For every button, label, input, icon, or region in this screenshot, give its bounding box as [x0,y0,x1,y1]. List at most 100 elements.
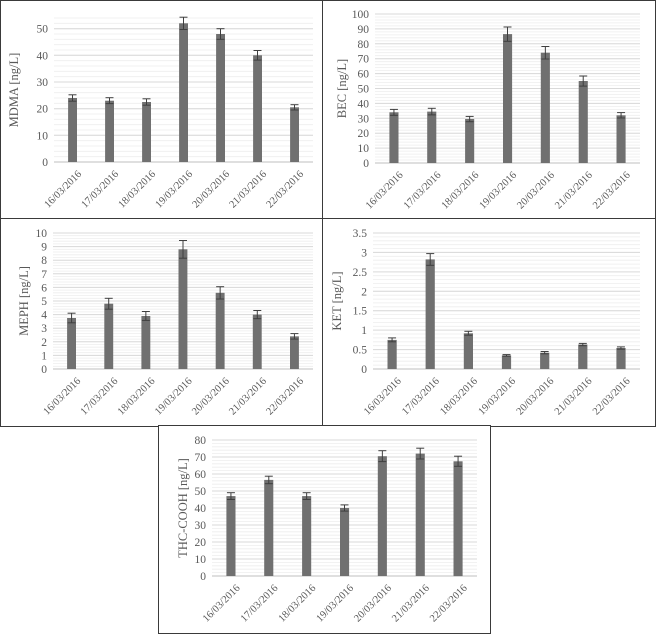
y-tick-label: 70 [195,452,207,464]
y-tick-label: 1.5 [353,306,368,318]
bar [67,318,76,369]
x-tick-label: 20/03/2016 [515,170,557,212]
y-tick-label: 4 [41,310,47,322]
y-tick-label: 0 [361,364,367,376]
x-tick-label: 18/03/2016 [438,376,480,418]
y-tick-label: 7 [41,269,47,281]
chart-thc-cooh: 0 10 20 30 40 50 60 70 80 THC-COOH [ng/L] 16/03/20… [176,435,477,625]
x-tick-label: 22/03/2016 [265,169,307,211]
chart-meph: 0 12 34 5 67 89 10 MEPH [ng/L] 16/03/201617/03/2… [17,228,313,418]
y-tick-label: 2 [361,286,367,298]
x-tick-label: 22/03/2016 [428,583,470,625]
x-tick-label: 18/03/2016 [116,376,158,418]
y-tick-label: 30 [195,520,207,532]
y-tick-label: 50 [37,24,49,36]
bar [453,461,463,577]
bar [578,344,588,369]
bar [425,259,435,369]
bar [226,496,236,576]
bar [178,249,188,369]
y-tick-label: 2 [41,337,47,349]
bar [616,348,626,369]
y-tick-label: 60 [195,469,207,481]
chart-bec: 0 10 20 30 40 50 60 70 80 90 100 BEC [ng/L] 16/03/20… [335,9,640,212]
x-tick-label: 21/03/2016 [553,376,595,418]
bar [253,55,262,162]
bar [68,98,77,162]
x-tick-label: 19/03/2016 [154,169,196,211]
bar [252,314,262,369]
bar [215,292,225,369]
bar [179,23,188,162]
y-tick-label: 10 [195,554,207,566]
panel-mdma: 0 10 20 30 40 50 MDMA [ng/L] 16/03/2016 17/03/20… [0,0,324,220]
x-tick-label: 17/03/2016 [402,170,444,212]
bar [387,339,397,369]
bar [415,453,425,576]
y-tick-label: 90 [358,24,370,36]
x-tick-label: 17/03/2016 [400,376,442,418]
x-tick-label: 18/03/2016 [277,583,319,625]
bar [377,456,387,576]
y-tick-label: 8 [41,255,47,267]
y-tick-label: 80 [358,39,370,51]
bar [141,316,151,369]
y-tick-label: 40 [195,503,207,515]
x-tick-label: 16/03/2016 [364,170,406,212]
bar [540,52,550,164]
bar [104,303,114,369]
y-tick-label: 70 [358,54,370,66]
bar [290,336,299,369]
y-tick-label: 30 [37,77,49,89]
x-tick-label: 17/03/2016 [239,583,281,625]
y-tick-label: 1 [361,325,367,337]
y-tick-label: 2.5 [353,267,368,279]
chart-ket: 0 0.5 1 1.5 2 2.5 3 3.5 KET [ng/L] 16/03/201617/0… [330,228,640,418]
y-tick-label: 20 [37,104,49,116]
x-tick-label: 22/03/2016 [591,170,633,212]
x-tick-label: 22/03/2016 [264,376,306,418]
y-axis-label: BEC [ng/L] [335,59,349,118]
y-tick-label: 9 [41,242,47,254]
x-tick-label: 16/03/2016 [43,169,85,211]
y-tick-label: 3 [361,247,367,259]
bar [465,119,475,163]
bar [503,34,513,163]
bar [216,34,225,162]
y-tick-label: 10 [36,228,48,240]
y-tick-label: 3 [41,323,47,335]
panel-ket: 0 0.5 1 1.5 2 2.5 3 3.5 KET [ng/L] 16/03/2016 17/0… [322,218,656,427]
y-tick-label: 0 [200,571,206,583]
y-tick-label: 20 [195,537,207,549]
bar [290,107,299,162]
y-axis-label: MDMA [ng/L] [7,53,21,128]
y-tick-label: 50 [195,486,207,498]
bar [427,111,437,163]
y-tick-label: 40 [37,50,49,62]
panel-thc-cooh: 0 10 20 30 40 50 60 70 80 THC-COOH [ng/L] 16/03/20… [158,425,491,634]
bar [105,100,114,162]
x-tick-label: 21/03/2016 [553,170,595,212]
bar [142,102,151,162]
x-tick-label: 18/03/2016 [440,170,482,212]
y-tick-label: 10 [37,130,49,142]
y-tick-label: 50 [358,84,370,96]
bar [389,112,399,163]
chart-mdma: 0 10 20 30 40 50 MDMA [ng/L] 16/03/201617/03/20… [7,16,313,211]
bar [302,496,312,576]
bar [540,352,550,369]
x-tick-label: 19/03/2016 [153,376,195,418]
x-tick-label: 19/03/2016 [478,170,520,212]
x-tick-label: 17/03/2016 [79,376,121,418]
bar [578,81,588,163]
y-tick-label: 80 [195,435,207,447]
x-tick-label: 18/03/2016 [117,169,159,211]
y-tick-label: 0 [42,157,48,169]
x-tick-label: 20/03/2016 [515,376,557,418]
y-tick-label: 20 [358,128,370,140]
y-axis-label: MEPH [ng/L] [17,266,31,336]
x-tick-label: 19/03/2016 [315,583,357,625]
y-tick-label: 5 [41,296,47,308]
y-tick-label: 0 [363,158,369,170]
x-tick-label: 16/03/2016 [201,583,243,625]
